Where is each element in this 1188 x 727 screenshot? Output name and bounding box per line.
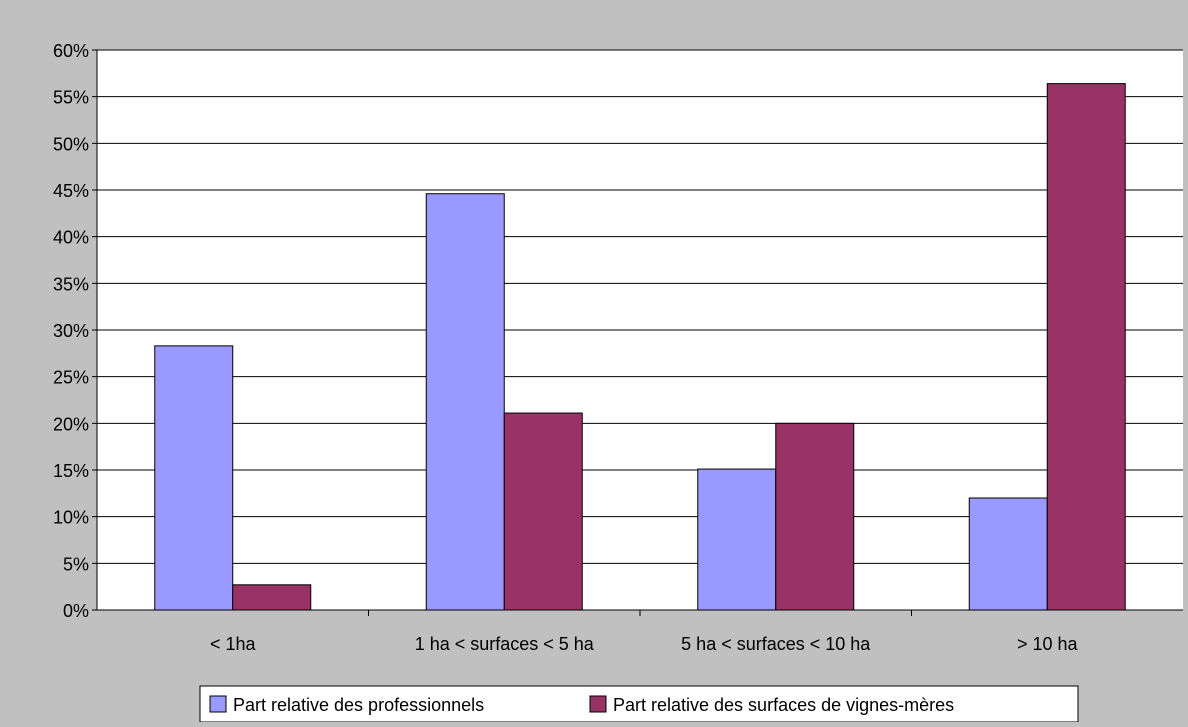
y-tick-label: 20% [53, 414, 89, 434]
y-tick-label: 30% [53, 321, 89, 341]
legend-swatch-0 [209, 695, 227, 713]
axes [92, 49, 1183, 616]
bar-series-0-1 [425, 193, 505, 611]
bar-series-1-1 [503, 412, 583, 611]
y-tick-label: 40% [53, 228, 89, 248]
y-tick-label: 5% [63, 554, 89, 574]
y-tick-labels: 0% 5% 10% 15% 20% 25% 30% 35% 40% 45% 50% 55% 60% [53, 41, 89, 621]
x-tick-label: > 10 ha [1017, 634, 1079, 654]
legend: Part relative des professionnels Part rel… [199, 685, 1079, 723]
x-tick-labels: < 1ha 1 ha < surfaces < 5 ha 5 ha < surfac… [210, 634, 1079, 654]
y-tick-label: 0% [63, 601, 89, 621]
y-tick-label: 55% [53, 88, 89, 108]
y-tick-label: 25% [53, 368, 89, 388]
bar-series-1-2 [775, 422, 855, 611]
y-tick-label: 35% [53, 274, 89, 294]
bar-series-0-3 [968, 497, 1048, 611]
x-tick-label: < 1ha [210, 634, 257, 654]
x-tick-label: 5 ha < surfaces < 10 ha [681, 634, 871, 654]
bar-series-1-0 [232, 584, 312, 611]
y-tick-label: 45% [53, 181, 89, 201]
y-tick-label: 10% [53, 508, 89, 528]
legend-swatch-1 [589, 695, 607, 713]
legend-label-0: Part relative des professionnels [233, 695, 484, 715]
y-tick-label: 50% [53, 134, 89, 154]
bar-series-0-2 [697, 468, 777, 611]
bars [154, 83, 1126, 611]
y-tick-label: 15% [53, 461, 89, 481]
x-tick-label: 1 ha < surfaces < 5 ha [415, 634, 595, 654]
legend-label-1: Part relative des surfaces de vignes-mèr… [613, 695, 954, 715]
bar-series-0-0 [154, 345, 234, 611]
y-tick-label: 60% [53, 41, 89, 61]
bar-series-1-3 [1046, 83, 1126, 611]
gridlines [97, 49, 1183, 564]
